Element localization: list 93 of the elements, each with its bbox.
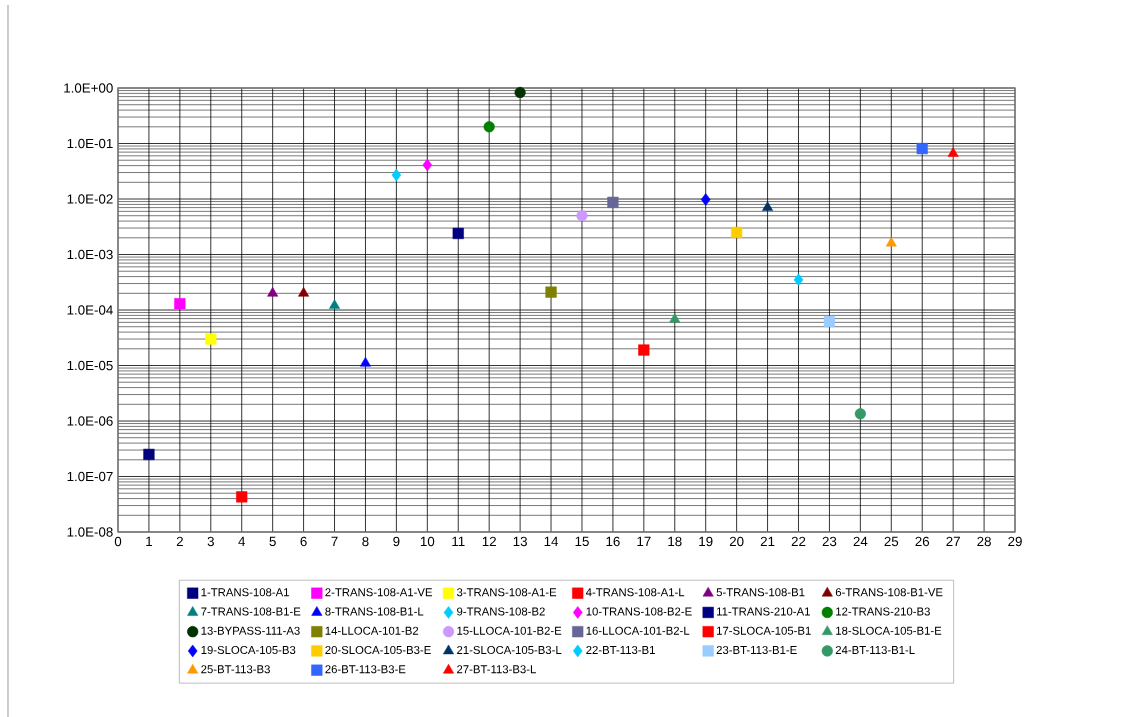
legend-label: 18-SLOCA-105-B1-E <box>836 626 942 635</box>
x-tick-label: 22 <box>791 536 806 547</box>
legend-label: 10-TRANS-108-B2-E <box>586 607 692 616</box>
x-tick-label: 20 <box>729 536 744 547</box>
point <box>762 201 774 211</box>
point <box>483 121 495 133</box>
legend-label: 21-SLOCA-105-B3-L <box>457 645 562 654</box>
point <box>545 286 557 298</box>
legend-label: 4-TRANS-108-A1-L <box>585 588 685 597</box>
x-tick-label: 6 <box>300 536 307 547</box>
y-tick-label: 1.0E-02 <box>67 194 113 204</box>
point <box>452 227 464 240</box>
point <box>298 287 310 297</box>
x-tick-label: 4 <box>238 536 246 546</box>
legend-label: 9-TRANS-108-B2 <box>457 607 545 616</box>
x-tick-label: 28 <box>977 536 991 547</box>
legend-label: 23-BT-113-B1-E <box>716 645 797 654</box>
legend-label: 7-TRANS-108-B1-E <box>201 607 301 616</box>
legend-label: 27-BT-113-B3-L <box>457 665 536 674</box>
point <box>700 193 711 206</box>
x-tick-label: 9 <box>393 536 400 547</box>
point <box>267 287 279 297</box>
legend-label: 13-BYPASS-111-A3 <box>201 626 300 635</box>
x-tick-label: 14 <box>544 536 559 546</box>
point <box>947 147 959 157</box>
legend-label: 22-BT-113-B1 <box>586 645 655 654</box>
legend-label: 25-BT-113-B3 <box>201 665 270 674</box>
x-tick-label: 0 <box>114 536 122 547</box>
x-tick-label: 18 <box>668 536 682 547</box>
legend-label: 24-BT-113-B1-L <box>835 645 915 654</box>
x-tick-label: 19 <box>699 536 713 547</box>
point <box>514 86 526 99</box>
legend-label: 12-TRANS-210-B3 <box>836 607 930 616</box>
x-tick-label: 11 <box>452 536 465 546</box>
point <box>329 299 340 309</box>
x-tick-label: 5 <box>269 536 276 547</box>
legend-label: 8-TRANS-108-B1-L <box>325 607 424 616</box>
legend-label: 1-TRANS-108-A1 <box>201 588 289 597</box>
x-tick-label: 21 <box>760 536 775 547</box>
y-tick-label: 1.0E-01 <box>67 138 113 149</box>
legend-label: 14-LLOCA-101-B2 <box>325 626 419 635</box>
x-tick-label: 27 <box>946 536 960 547</box>
x-tick-label: 15 <box>575 536 589 547</box>
legend-label: 5-TRANS-108-B1 <box>716 588 805 597</box>
legend-label: 17-SLOCA-105-B1 <box>717 626 811 635</box>
legend-label: 20-SLOCA-105-B3-E <box>325 645 431 654</box>
legend-label: 26-BT-113-B3-E <box>325 665 406 674</box>
x-tick-label: 3 <box>207 536 214 547</box>
legend-label: 6-TRANS-108-B1-VE <box>835 588 943 597</box>
x-tick-label: 17 <box>637 536 651 546</box>
y-tick-label: 1.0E-03 <box>67 249 113 260</box>
y-tick-label: 1.0E-06 <box>67 416 113 426</box>
y-tick-label: 1.0E-07 <box>67 471 113 482</box>
y-tick-label: 1.0E-05 <box>67 360 113 371</box>
x-tick-label: 12 <box>482 536 496 547</box>
point <box>174 298 186 310</box>
point <box>669 313 681 323</box>
point <box>885 236 897 247</box>
x-tick-label: 16 <box>606 536 620 547</box>
point <box>638 344 650 356</box>
point <box>576 210 588 222</box>
x-tick-label: 24 <box>853 536 868 547</box>
x-tick-label: 10 <box>420 536 435 547</box>
legend-label: 2-TRANS-108-A1-VE <box>325 588 433 597</box>
legend-label: 3-TRANS-108-A1-E <box>456 588 557 597</box>
point <box>916 142 928 155</box>
x-tick-label: 26 <box>915 536 930 547</box>
point <box>143 448 155 461</box>
x-tick-label: 8 <box>362 536 369 547</box>
legend-label: 15-LLOCA-101-B2-E <box>457 626 562 635</box>
x-tick-label: 7 <box>331 536 338 546</box>
point <box>422 158 433 172</box>
y-tick-label: 1.0E-08 <box>67 527 113 537</box>
x-tick-label: 23 <box>822 536 837 547</box>
point <box>823 315 836 328</box>
y-tick-label: 1.0E-04 <box>67 305 113 315</box>
legend-label: 11-TRANS-210-A1 <box>717 607 810 616</box>
x-tick-label: 25 <box>884 536 899 547</box>
y-tick-label: 1.0E+00 <box>64 83 113 93</box>
x-tick-label: 29 <box>1008 536 1022 547</box>
point <box>359 356 371 367</box>
x-tick-label: 2 <box>176 536 183 547</box>
point <box>391 168 402 182</box>
point <box>731 226 743 239</box>
point <box>205 333 217 345</box>
point <box>793 273 804 287</box>
point <box>854 408 866 420</box>
point <box>607 196 619 208</box>
legend-label: 16-LLOCA-101-B2-L <box>586 626 690 635</box>
point <box>236 491 248 503</box>
x-tick-label: 13 <box>513 536 527 547</box>
x-tick-label: 1 <box>146 536 152 546</box>
legend-label: 19-SLOCA-105-B3 <box>201 645 296 654</box>
